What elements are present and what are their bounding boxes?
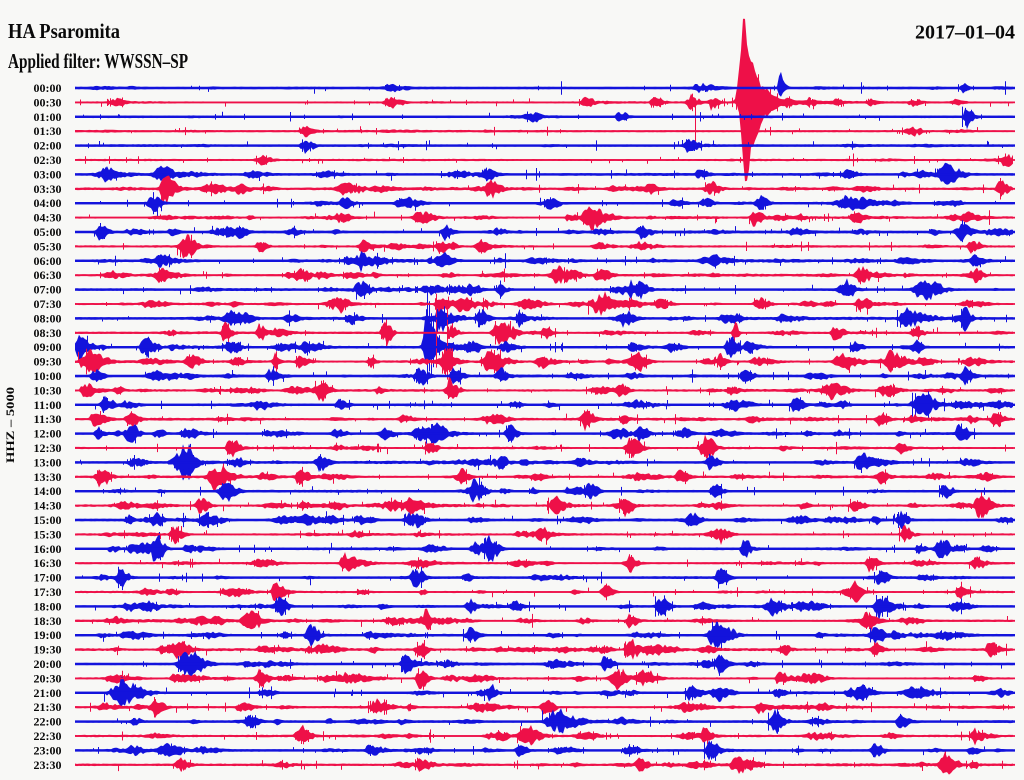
svg-text:21:30: 21:30: [34, 702, 62, 714]
svg-text:01:00: 01:00: [34, 112, 62, 124]
svg-text:22:00: 22:00: [34, 717, 62, 729]
svg-text:Applied filter: WWSSN–SP: Applied filter: WWSSN–SP: [8, 49, 188, 73]
svg-text:23:30: 23:30: [34, 760, 62, 772]
svg-text:00:30: 00:30: [34, 97, 62, 109]
svg-text:2017–01–04: 2017–01–04: [915, 22, 1015, 44]
svg-text:09:30: 09:30: [34, 357, 62, 369]
svg-text:19:30: 19:30: [34, 645, 62, 657]
svg-text:10:00: 10:00: [34, 371, 62, 383]
svg-text:03:30: 03:30: [34, 184, 62, 196]
svg-text:05:30: 05:30: [34, 241, 62, 253]
svg-text:07:00: 07:00: [34, 285, 62, 297]
svg-text:01:30: 01:30: [34, 126, 62, 138]
svg-text:16:30: 16:30: [34, 558, 62, 570]
svg-text:08:00: 08:00: [34, 313, 62, 325]
svg-text:16:00: 16:00: [34, 544, 62, 556]
svg-text:20:30: 20:30: [34, 673, 62, 685]
svg-text:12:30: 12:30: [34, 443, 62, 455]
svg-text:13:30: 13:30: [34, 472, 62, 484]
svg-text:18:00: 18:00: [34, 601, 62, 613]
svg-text:15:00: 15:00: [34, 515, 62, 527]
svg-text:22:30: 22:30: [34, 731, 62, 743]
svg-text:07:30: 07:30: [34, 299, 62, 311]
svg-text:04:00: 04:00: [34, 198, 62, 210]
svg-text:06:00: 06:00: [34, 256, 62, 268]
svg-text:05:00: 05:00: [34, 227, 62, 239]
svg-text:HHZ – 5000: HHZ – 5000: [3, 387, 17, 463]
svg-text:21:00: 21:00: [34, 688, 62, 700]
svg-text:14:00: 14:00: [34, 486, 62, 498]
svg-text:19:00: 19:00: [34, 630, 62, 642]
svg-text:10:30: 10:30: [34, 385, 62, 397]
svg-text:14:30: 14:30: [34, 501, 62, 513]
svg-text:04:30: 04:30: [34, 213, 62, 225]
svg-text:09:00: 09:00: [34, 342, 62, 354]
svg-text:11:30: 11:30: [34, 414, 62, 426]
svg-text:20:00: 20:00: [34, 659, 62, 671]
svg-text:15:30: 15:30: [34, 529, 62, 541]
svg-text:12:00: 12:00: [34, 429, 62, 441]
svg-text:02:30: 02:30: [34, 155, 62, 167]
svg-text:23:00: 23:00: [34, 745, 62, 757]
svg-text:11:00: 11:00: [34, 400, 62, 412]
svg-text:17:00: 17:00: [34, 573, 62, 585]
svg-text:03:00: 03:00: [34, 169, 62, 181]
svg-text:13:00: 13:00: [34, 457, 62, 469]
svg-text:06:30: 06:30: [34, 270, 62, 282]
svg-text:02:00: 02:00: [34, 141, 62, 153]
svg-text:HA Psaromita: HA Psaromita: [8, 19, 120, 43]
svg-text:08:30: 08:30: [34, 328, 62, 340]
svg-text:18:30: 18:30: [34, 616, 62, 628]
svg-text:00:00: 00:00: [34, 83, 62, 95]
svg-text:17:30: 17:30: [34, 587, 62, 599]
